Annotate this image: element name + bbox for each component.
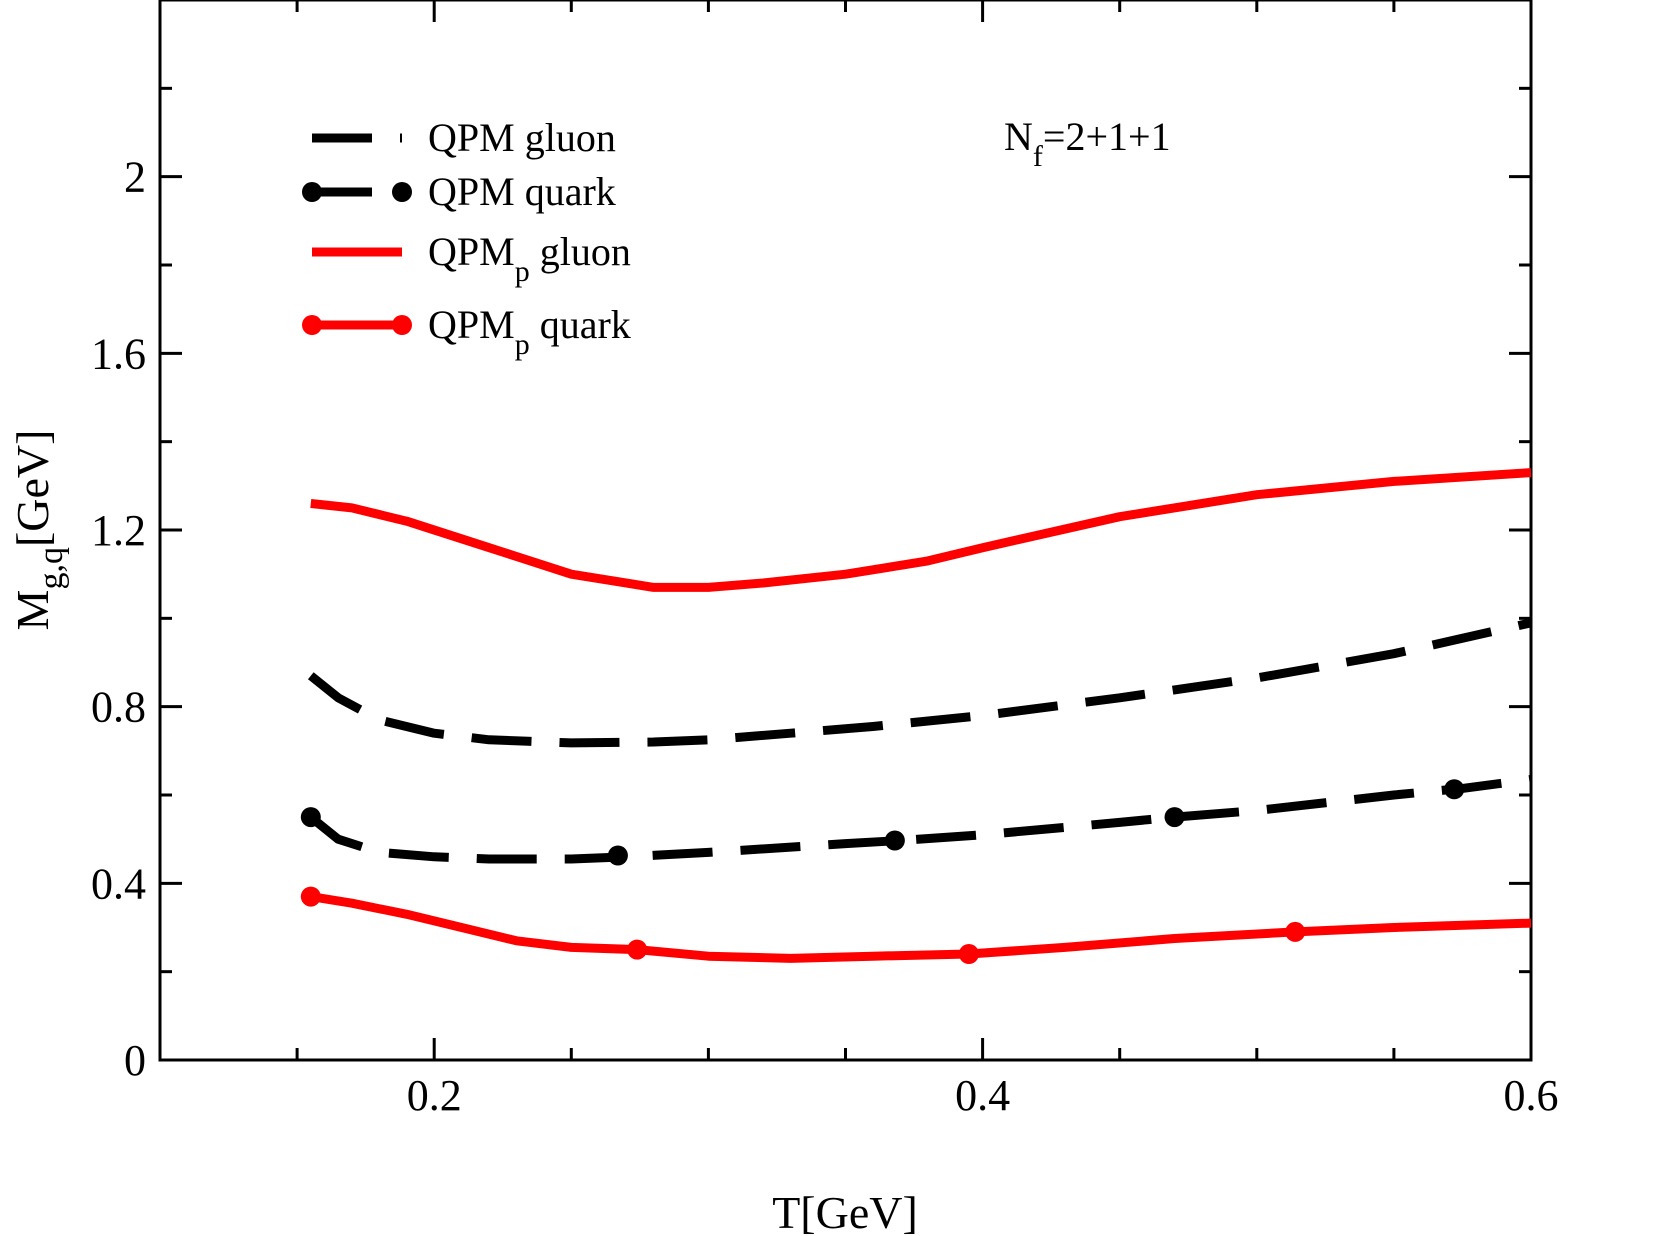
- series-line-qpm-quark: [307, 775, 1532, 864]
- nf-annotation-sub: f: [1033, 140, 1043, 173]
- series-line-qpm-gluon: [307, 618, 1532, 748]
- y-axis-title-main: M: [7, 590, 58, 631]
- legend-marker-qpm-quark: [302, 182, 322, 202]
- legend-label-tail: gluon: [530, 229, 631, 274]
- y-tick-label: 2: [124, 153, 146, 202]
- x-tick-label: 0.6: [1504, 1071, 1559, 1120]
- series-group: [300, 468, 1532, 964]
- series-marker-qpmp-quark: [300, 886, 321, 907]
- y-axis-title-tail: [GeV]: [7, 430, 58, 548]
- legend-label-tail: quark: [530, 302, 631, 347]
- y-tick-label: 1.6: [91, 329, 146, 378]
- nf-annotation-tail: =2+1+1: [1043, 114, 1171, 159]
- series-marker-qpm-quark: [300, 807, 321, 828]
- y-tick-label: 0.4: [91, 859, 146, 908]
- series-marker-qpmp-quark: [958, 944, 979, 964]
- y-axis-title-sub: g,q: [33, 547, 70, 590]
- legend-label-sub: p: [515, 255, 530, 288]
- series-marker-qpm-quark: [884, 830, 905, 851]
- legend-label-qpm-gluon: QPM gluon: [428, 115, 616, 160]
- series-marker-qpm-quark: [607, 845, 628, 866]
- nf-annotation: Nf=2+1+1: [1004, 114, 1171, 173]
- y-tick-label: 1.2: [91, 506, 146, 555]
- legend-label-main: QPM: [428, 229, 515, 274]
- series-line-qpmp-gluon: [310, 468, 1532, 592]
- tick-group: 0.2 0.4 0.6 0 0.4 0.8 1.2 1.6 2: [91, 0, 1559, 1120]
- series-marker-qpmp-quark: [1285, 921, 1306, 942]
- y-axis-title: Mg,q[GeV]: [7, 430, 70, 631]
- legend-label-qpmp-quark: QPMp quark: [428, 302, 631, 361]
- legend-marker-qpmp-quark: [302, 315, 322, 335]
- series-line-qpmp-quark: [310, 892, 1532, 963]
- y-tick-label: 0: [124, 1036, 146, 1085]
- plot-frame: [158, 0, 1533, 1062]
- legend-label-main: QPM gluon: [428, 115, 616, 160]
- legend-label-main: QPM: [428, 302, 515, 347]
- x-axis-title: T[GeV]: [772, 1187, 918, 1236]
- legend-marker-qpmp-quark: [392, 315, 412, 335]
- legend-label-main: QPM quark: [428, 169, 616, 214]
- series-marker-qpmp-quark: [627, 939, 648, 960]
- nf-annotation-main: N: [1004, 114, 1033, 159]
- legend-label-qpmp-gluon: QPMp gluon: [428, 229, 631, 288]
- legend-label-qpm-quark: QPM quark: [428, 169, 616, 214]
- x-tick-label: 0.4: [955, 1071, 1010, 1120]
- legend-label-sub: p: [515, 328, 530, 361]
- x-tick-label: 0.2: [407, 1071, 462, 1120]
- legend-marker-qpm-quark: [392, 182, 412, 202]
- series-marker-qpm-quark: [1164, 807, 1185, 828]
- y-tick-label: 0.8: [91, 683, 146, 732]
- series-marker-qpm-quark: [1444, 779, 1465, 800]
